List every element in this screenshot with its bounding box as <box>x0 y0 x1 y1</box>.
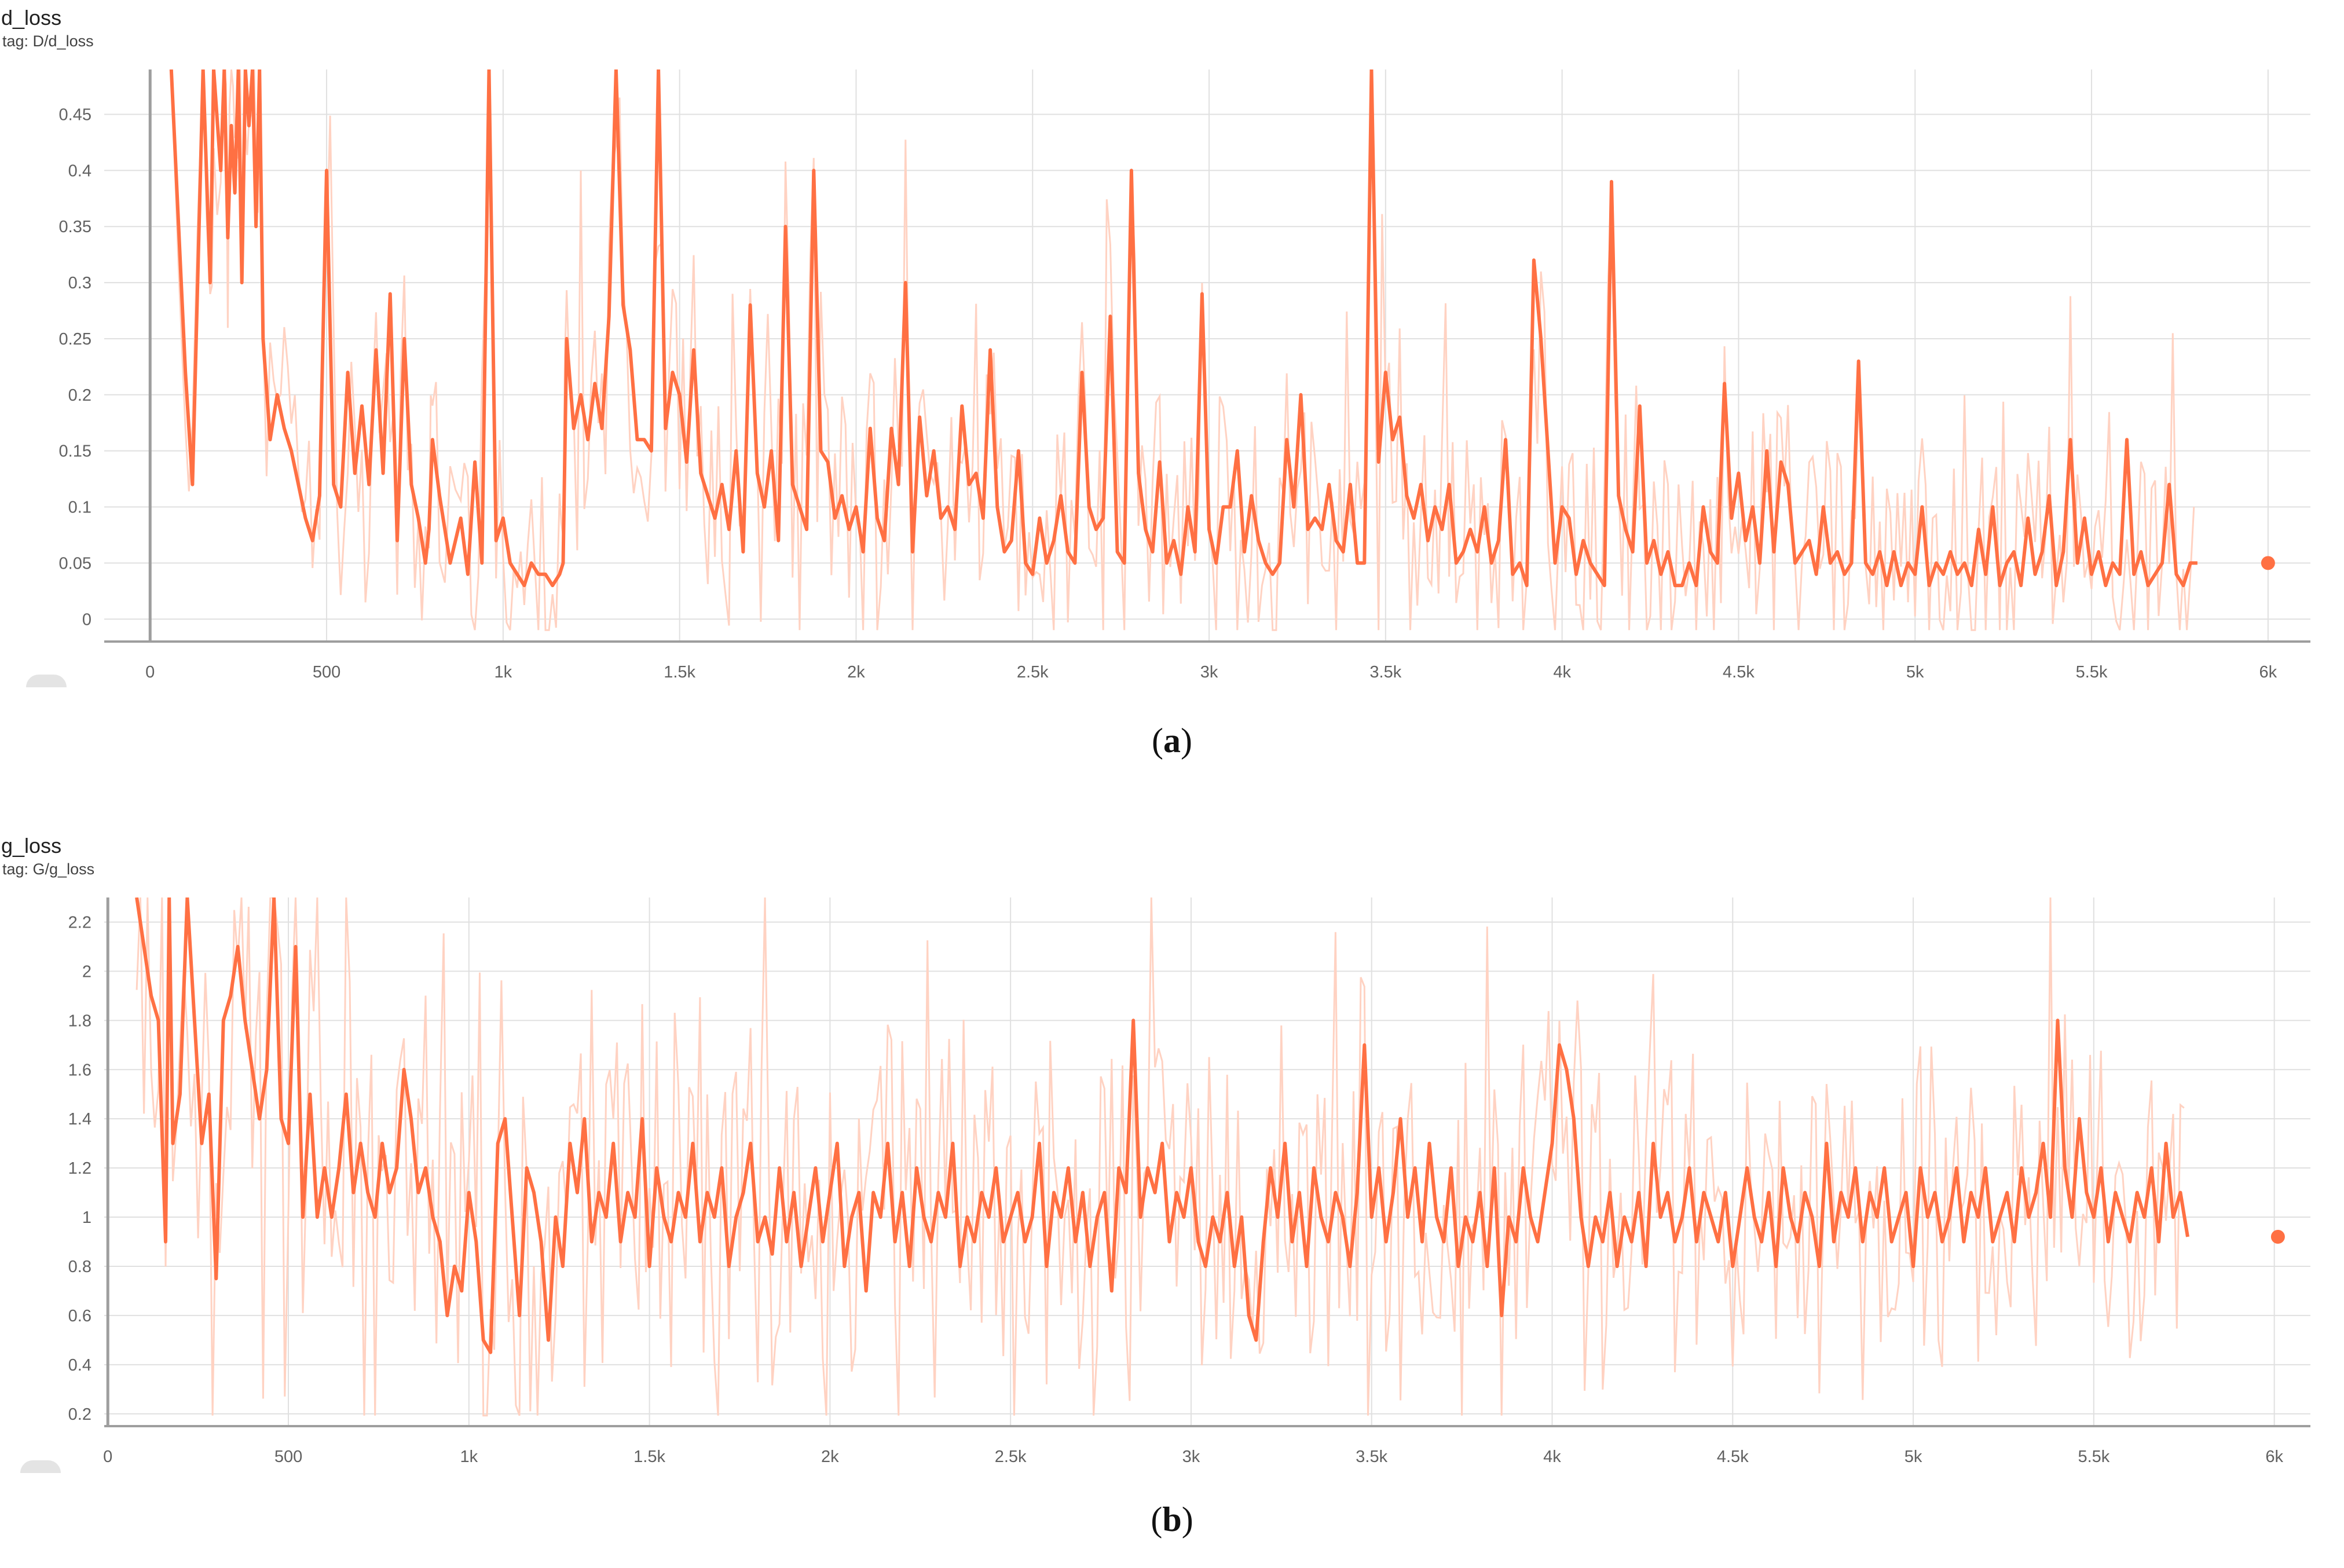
y-tick-label: 2 <box>82 962 91 981</box>
last-point-marker <box>2261 556 2275 570</box>
chart-title: g_loss <box>1 834 62 858</box>
x-tick-label: 2k <box>821 1448 839 1466</box>
x-tick-label: 1k <box>460 1448 478 1466</box>
x-tick-label: 500 <box>313 663 340 682</box>
y-tick-label: 0.2 <box>68 1405 91 1424</box>
x-tick-label: 5.5k <box>2076 663 2108 682</box>
x-tick-label: 3k <box>1200 663 1218 682</box>
y-tick-label: 0.2 <box>68 386 91 405</box>
x-tick-label: 3.5k <box>1369 663 1401 682</box>
x-tick-label: 4.5k <box>1723 663 1755 682</box>
y-tick-label: 0.25 <box>59 330 91 349</box>
caption-b: (b) <box>1151 1500 1193 1538</box>
resize-handle-icon[interactable] <box>20 1460 61 1473</box>
x-tick-label: 4.5k <box>1717 1448 1749 1466</box>
caption-a: (a) <box>1152 721 1192 760</box>
resize-handle-icon[interactable] <box>26 675 67 687</box>
x-tick-label: 6k <box>2265 1448 2283 1466</box>
y-tick-label: 0.15 <box>59 442 91 461</box>
smoothed-series-line <box>169 69 2198 588</box>
x-tick-label: 5k <box>1904 1448 1922 1466</box>
g-loss-chart: 0 500 1k 1.5k 2k 2.5k 3k 3.5k 4k 4.5k 5k 5.5k 6k 0.2 0… <box>68 897 2310 1466</box>
caption-letter: a <box>1163 721 1181 760</box>
x-tick-label: 3.5k <box>1356 1448 1387 1466</box>
x-tick-label: 2.5k <box>995 1448 1027 1466</box>
g-loss-panel: g_loss tag: G/g_loss 0 500 1k 1.5k 2k 2.5k 3k 3… <box>0 828 2344 1552</box>
y-tick-label: 0.4 <box>68 1356 91 1375</box>
y-tick-label: 0.3 <box>68 274 91 292</box>
y-tick-label: 0.6 <box>68 1307 91 1325</box>
x-tick-label: 4k <box>1543 1448 1561 1466</box>
raw-series-line <box>135 897 2185 1417</box>
x-tick-label: 0 <box>103 1448 112 1466</box>
x-tick-label: 5.5k <box>2078 1448 2109 1466</box>
x-tick-label: 500 <box>274 1448 302 1466</box>
x-tick-label: 1k <box>495 663 512 682</box>
chart-tag: tag: D/d_loss <box>2 32 94 50</box>
x-tick-label: 3k <box>1182 1448 1200 1466</box>
y-tick-label: 0 <box>82 610 91 629</box>
last-point-marker <box>2270 1230 2285 1244</box>
y-tick-label: 1.6 <box>68 1061 91 1079</box>
smoothed-series-line <box>135 897 2189 1354</box>
y-tick-label: 0.4 <box>68 162 91 180</box>
y-tick-label: 1.4 <box>68 1110 91 1129</box>
chart-title: d_loss <box>1 6 62 30</box>
x-tick-label: 5k <box>1906 663 1924 682</box>
d-loss-chart: 0 500 1k 1.5k 2k 2.5k 3k 3.5k 4k 4.5k 5k 5.5k 6k 0 0.0… <box>59 69 2310 682</box>
y-tick-label: 0.45 <box>59 105 91 124</box>
y-tick-label: 0.8 <box>68 1258 91 1276</box>
x-tick-label: 1.5k <box>633 1448 665 1466</box>
y-tick-label: 1.2 <box>68 1159 91 1178</box>
chart-tag: tag: G/g_loss <box>2 860 95 878</box>
y-tick-label: 1.8 <box>68 1012 91 1030</box>
y-tick-label: 2.2 <box>68 913 91 932</box>
x-tick-label: 0 <box>145 663 155 682</box>
y-tick-label: 0.05 <box>59 554 91 573</box>
x-tick-label: 2.5k <box>1017 663 1049 682</box>
x-tick-label: 4k <box>1553 663 1571 682</box>
d-loss-panel: d_loss tag: D/d_loss 0 500 1k 1.5k 2k 2.5k 3k 3… <box>0 0 2344 718</box>
x-tick-label: 6k <box>2259 663 2277 682</box>
y-tick-label: 0.1 <box>68 499 91 517</box>
x-tick-label: 1.5k <box>664 663 695 682</box>
y-tick-label: 0.35 <box>59 218 91 236</box>
x-tick-label: 2k <box>847 663 865 682</box>
caption-letter: b <box>1162 1500 1182 1538</box>
y-tick-label: 1 <box>82 1208 91 1227</box>
